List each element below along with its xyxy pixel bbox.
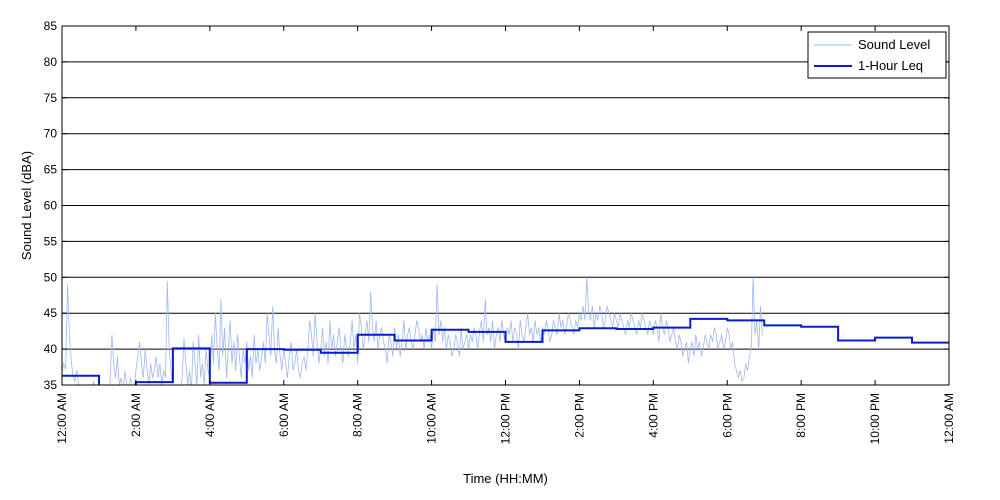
y-tick-label: 85 — [44, 19, 58, 33]
x-tick-label: 10:00 PM — [868, 393, 882, 444]
legend-box — [807, 31, 947, 79]
y-tick-label: 75 — [44, 91, 58, 105]
x-tick-label: 6:00 AM — [277, 393, 291, 437]
x-tick-label: 8:00 AM — [351, 393, 365, 437]
x-tick-label: 4:00 PM — [646, 393, 660, 438]
y-tick-label: 80 — [44, 55, 58, 69]
x-tick-label: 8:00 PM — [794, 393, 808, 438]
x-tick-label: 10:00 AM — [425, 393, 439, 444]
x-axis-title: Time (HH:MM) — [463, 471, 548, 486]
x-tick-label: 12:00 AM — [55, 393, 69, 444]
y-axis-title: Sound Level (dBA) — [19, 151, 34, 260]
x-axis-ticks: 12:00 AM 2:00 AM 4:00 AM 6:00 AM 8:00 AM 10:0… — [55, 26, 956, 444]
y-axis-ticks: 35 40 45 50 55 60 65 70 75 80 85 — [44, 19, 949, 392]
y-tick-label: 60 — [44, 199, 58, 213]
y-tick-label: 45 — [44, 306, 58, 320]
x-tick-label: 2:00 PM — [572, 393, 586, 438]
y-tick-label: 35 — [44, 378, 58, 392]
y-tick-label: 70 — [44, 127, 58, 141]
legend-label-sound-level: Sound Level — [858, 37, 930, 52]
x-tick-label: 6:00 PM — [720, 393, 734, 438]
legend: Sound Level 1-Hour Leq — [807, 31, 947, 79]
x-tick-label: 2:00 AM — [129, 393, 143, 437]
series-1-hour-leq-step — [62, 317, 949, 385]
y-tick-label: 40 — [44, 342, 58, 356]
y-tick-label: 65 — [44, 163, 58, 177]
y-tick-label: 55 — [44, 234, 58, 248]
y-tick-label: 50 — [44, 270, 58, 284]
x-tick-label: 4:00 AM — [203, 393, 217, 437]
x-tick-label: 12:00 AM — [942, 393, 956, 444]
series-layer — [62, 277, 949, 385]
x-tick-label: 12:00 PM — [499, 393, 513, 444]
series-sound-level-line — [62, 277, 763, 385]
legend-label-1-hour-leq: 1-Hour Leq — [858, 58, 923, 73]
